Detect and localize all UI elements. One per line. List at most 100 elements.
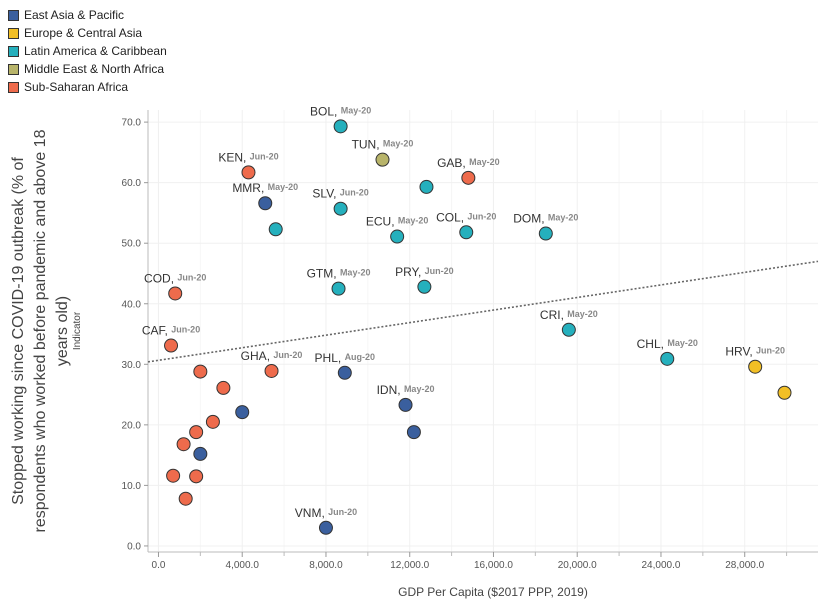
point-separator: , <box>333 267 340 281</box>
point-code: COD <box>144 271 171 285</box>
data-point[interactable] <box>241 165 256 180</box>
data-point[interactable] <box>419 179 434 194</box>
legend-item[interactable]: Europe & Central Asia <box>8 24 167 42</box>
legend-item[interactable]: Latin America & Caribbean <box>8 42 167 60</box>
point-code: GTM <box>307 267 334 281</box>
gridlines <box>148 110 818 552</box>
point-label: PRY, Jun-20 <box>395 265 454 279</box>
data-point[interactable] <box>164 338 179 353</box>
legend-label: East Asia & Pacific <box>24 8 125 22</box>
data-point[interactable] <box>205 414 220 429</box>
data-point[interactable] <box>268 222 283 237</box>
data-point[interactable] <box>337 365 352 380</box>
data-point[interactable] <box>189 425 204 440</box>
data-point[interactable] <box>264 363 279 378</box>
point-date: May-20 <box>383 139 414 149</box>
data-point[interactable] <box>375 152 390 167</box>
point-date: Jun-20 <box>425 266 454 276</box>
y-tick-label: 40.0 <box>122 299 142 310</box>
data-point[interactable] <box>216 380 231 395</box>
x-tick-label: 0.0 <box>152 560 166 571</box>
point-code: PHL <box>315 351 339 365</box>
y-tick-label: 50.0 <box>122 239 142 250</box>
point-label: COD, Jun-20 <box>144 271 206 285</box>
data-point[interactable] <box>333 119 348 134</box>
point-label: CAF, Jun-20 <box>142 324 200 338</box>
point-code: GAB <box>437 156 462 170</box>
point-date: Jun-20 <box>273 350 302 360</box>
legend-item[interactable]: East Asia & Pacific <box>8 6 167 24</box>
point-date: May-20 <box>548 213 579 223</box>
point-code: DOM <box>513 212 541 226</box>
data-point[interactable] <box>189 469 204 484</box>
data-point[interactable] <box>258 196 273 211</box>
legend-item[interactable]: Middle East & North Africa <box>8 60 167 78</box>
point-separator: , <box>462 156 469 170</box>
point-code: GHA <box>241 349 267 363</box>
data-point[interactable] <box>193 364 208 379</box>
legend-label: Sub-Saharan Africa <box>24 80 129 94</box>
data-point[interactable] <box>390 229 405 244</box>
point-date: May-20 <box>667 338 698 348</box>
data-point[interactable] <box>417 279 432 294</box>
legend-label: Latin America & Caribbean <box>24 44 167 58</box>
data-point[interactable] <box>331 281 346 296</box>
point-date: Jun-20 <box>171 325 200 335</box>
legend-swatch <box>8 81 19 93</box>
data-point[interactable] <box>193 446 208 461</box>
point-code: CRI <box>540 308 561 322</box>
data-point[interactable] <box>748 359 763 374</box>
point-code: SLV <box>312 187 334 201</box>
data-point[interactable] <box>561 322 576 337</box>
legend-label: Europe & Central Asia <box>24 26 143 40</box>
y-axis-title: Stopped working since COVID-19 outbreak … <box>10 129 71 532</box>
y-tick-label: 20.0 <box>122 420 142 431</box>
data-point[interactable] <box>168 286 183 301</box>
data-point[interactable] <box>166 468 181 483</box>
point-code: HRV <box>725 345 750 359</box>
point-date: May-20 <box>469 157 500 167</box>
point-label: TUN, May-20 <box>352 138 414 152</box>
point-separator: , <box>338 351 345 365</box>
point-separator: , <box>661 337 668 351</box>
legend-item[interactable]: Sub-Saharan Africa <box>8 78 167 96</box>
y-tick-label: 70.0 <box>122 118 142 129</box>
data-point[interactable] <box>459 225 474 240</box>
data-point[interactable] <box>660 351 675 366</box>
data-point[interactable] <box>318 520 333 535</box>
point-separator: , <box>261 181 268 195</box>
point-date: May-20 <box>398 216 429 226</box>
point-label: GHA, Jun-20 <box>241 349 303 363</box>
data-point[interactable] <box>178 491 193 506</box>
point-label: HRV, Jun-20 <box>725 345 785 359</box>
y-axis-subtitle: Indicator <box>72 311 83 350</box>
data-point[interactable] <box>538 226 553 241</box>
y-tick-label: 0.0 <box>127 541 141 552</box>
x-tick-label: 16,000.0 <box>474 560 513 571</box>
point-label: IDN, May-20 <box>377 383 435 397</box>
data-point[interactable] <box>398 397 413 412</box>
y-axis-title-line: Stopped working since COVID-19 outbreak … <box>10 157 27 505</box>
point-label: PHL, Aug-20 <box>315 351 376 365</box>
data-point[interactable] <box>461 170 476 185</box>
data-point[interactable] <box>176 437 191 452</box>
data-point[interactable] <box>333 201 348 216</box>
point-label: GTM, May-20 <box>307 267 371 281</box>
point-label: CRI, May-20 <box>540 308 598 322</box>
point-separator: , <box>267 349 274 363</box>
point-label: VNM, Jun-20 <box>295 506 357 520</box>
point-date: Jun-20 <box>177 272 206 282</box>
point-label: KEN, Jun-20 <box>218 150 278 164</box>
point-label: MMR, May-20 <box>232 181 298 195</box>
point-code: CHL <box>637 337 661 351</box>
point-code: ECU <box>366 215 391 229</box>
y-tick-label: 10.0 <box>122 481 142 492</box>
point-separator: , <box>391 215 398 229</box>
data-point[interactable] <box>406 425 421 440</box>
x-tick-label: 28,000.0 <box>725 560 764 571</box>
data-point[interactable] <box>777 385 792 400</box>
data-point[interactable] <box>235 405 250 420</box>
y-axis-title-line: respondents who worked before pandemic a… <box>32 129 49 532</box>
point-date: Aug-20 <box>345 352 376 362</box>
point-separator: , <box>749 345 756 359</box>
